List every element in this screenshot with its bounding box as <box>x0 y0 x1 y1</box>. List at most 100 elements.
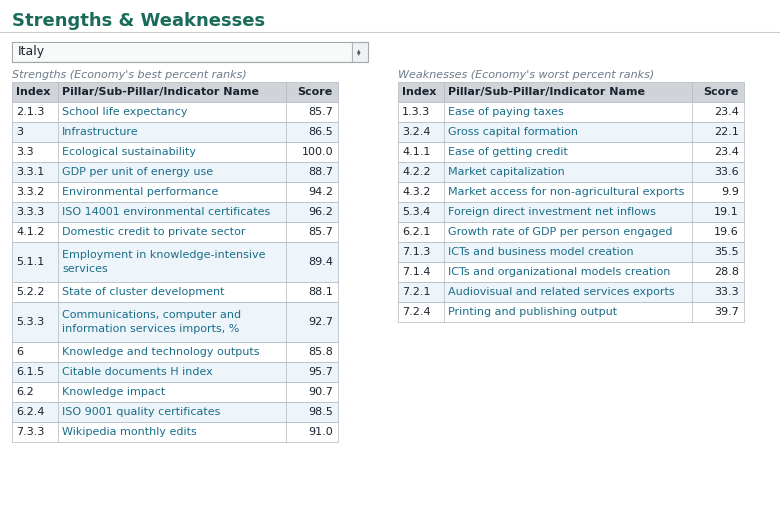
Bar <box>12 42 368 62</box>
Bar <box>398 202 744 222</box>
Bar <box>13 43 351 61</box>
Text: Knowledge impact: Knowledge impact <box>62 387 165 397</box>
Bar <box>12 142 338 162</box>
Text: School life expectancy: School life expectancy <box>62 107 187 117</box>
Bar <box>12 342 338 362</box>
Text: 86.5: 86.5 <box>308 127 333 137</box>
Text: 3.3.3: 3.3.3 <box>16 207 44 217</box>
Text: 3.3: 3.3 <box>16 147 34 157</box>
Text: 5.3.3: 5.3.3 <box>16 317 44 327</box>
Bar <box>12 362 338 382</box>
Text: Printing and publishing output: Printing and publishing output <box>448 307 617 317</box>
Text: ISO 9001 quality certificates: ISO 9001 quality certificates <box>62 407 221 417</box>
Text: Foreign direct investment net inflows: Foreign direct investment net inflows <box>448 207 656 217</box>
Text: 98.5: 98.5 <box>308 407 333 417</box>
Text: Domestic credit to private sector: Domestic credit to private sector <box>62 227 246 237</box>
Text: 94.2: 94.2 <box>308 187 333 197</box>
Text: Ease of paying taxes: Ease of paying taxes <box>448 107 564 117</box>
Text: Environmental performance: Environmental performance <box>62 187 218 197</box>
Text: 9.9: 9.9 <box>722 187 739 197</box>
Text: 6.2.4: 6.2.4 <box>16 407 44 417</box>
Bar <box>398 82 744 102</box>
Text: Pillar/Sub-Pillar/Indicator Name: Pillar/Sub-Pillar/Indicator Name <box>62 87 259 97</box>
Text: 3.3.1: 3.3.1 <box>16 167 44 177</box>
Text: Index: Index <box>402 87 436 97</box>
Text: 4.1.2: 4.1.2 <box>16 227 44 237</box>
Text: 7.1.4: 7.1.4 <box>402 267 431 277</box>
Text: 23.4: 23.4 <box>714 147 739 157</box>
Text: 33.3: 33.3 <box>714 287 739 297</box>
Text: 19.6: 19.6 <box>714 227 739 237</box>
Bar <box>398 262 744 282</box>
Text: 1.3.3: 1.3.3 <box>402 107 431 117</box>
Text: Employment in knowledge-intensive
services: Employment in knowledge-intensive servic… <box>62 250 265 273</box>
Text: 7.2.1: 7.2.1 <box>402 287 431 297</box>
Text: 100.0: 100.0 <box>301 147 333 157</box>
Text: 22.1: 22.1 <box>714 127 739 137</box>
Text: ICTs and organizational models creation: ICTs and organizational models creation <box>448 267 670 277</box>
Text: 4.2.2: 4.2.2 <box>402 167 431 177</box>
Text: 6.2: 6.2 <box>16 387 34 397</box>
Text: 92.7: 92.7 <box>308 317 333 327</box>
Text: 28.8: 28.8 <box>714 267 739 277</box>
Text: 89.4: 89.4 <box>308 257 333 267</box>
Text: 4.1.1: 4.1.1 <box>402 147 431 157</box>
Text: 88.7: 88.7 <box>308 167 333 177</box>
Text: 4.3.2: 4.3.2 <box>402 187 431 197</box>
Text: State of cluster development: State of cluster development <box>62 287 225 297</box>
Text: 88.1: 88.1 <box>308 287 333 297</box>
Bar <box>12 182 338 202</box>
Bar <box>12 122 338 142</box>
Text: ICTs and business model creation: ICTs and business model creation <box>448 247 633 257</box>
Bar <box>12 202 338 222</box>
Text: 90.7: 90.7 <box>308 387 333 397</box>
Text: Communications, computer and
information services imports, %: Communications, computer and information… <box>62 310 241 333</box>
Text: Strengths (Economy's best percent ranks): Strengths (Economy's best percent ranks) <box>12 70 246 80</box>
Text: ▴: ▴ <box>357 48 360 54</box>
Text: Market capitalization: Market capitalization <box>448 167 565 177</box>
Text: 96.2: 96.2 <box>308 207 333 217</box>
Bar <box>12 402 338 422</box>
Text: Score: Score <box>704 87 739 97</box>
Bar <box>398 182 744 202</box>
Text: 6.2.1: 6.2.1 <box>402 227 431 237</box>
Text: 33.6: 33.6 <box>714 167 739 177</box>
Text: Ecological sustainability: Ecological sustainability <box>62 147 196 157</box>
Text: Italy: Italy <box>18 45 45 58</box>
Bar <box>12 382 338 402</box>
Bar <box>12 302 338 342</box>
Text: Infrastructure: Infrastructure <box>62 127 139 137</box>
Text: 95.7: 95.7 <box>308 367 333 377</box>
Bar <box>12 102 338 122</box>
Text: 5.2.2: 5.2.2 <box>16 287 44 297</box>
Text: 85.7: 85.7 <box>308 107 333 117</box>
Bar <box>398 282 744 302</box>
Text: ▾: ▾ <box>357 51 360 57</box>
Text: Index: Index <box>16 87 51 97</box>
Text: 3.3.2: 3.3.2 <box>16 187 44 197</box>
Text: 91.0: 91.0 <box>308 427 333 437</box>
Bar <box>12 282 338 302</box>
Text: Gross capital formation: Gross capital formation <box>448 127 578 137</box>
Text: GDP per unit of energy use: GDP per unit of energy use <box>62 167 213 177</box>
Bar <box>398 162 744 182</box>
Text: 5.3.4: 5.3.4 <box>402 207 431 217</box>
Text: Growth rate of GDP per person engaged: Growth rate of GDP per person engaged <box>448 227 672 237</box>
Bar <box>12 222 338 242</box>
Bar <box>12 422 338 442</box>
Text: 7.1.3: 7.1.3 <box>402 247 431 257</box>
Text: 35.5: 35.5 <box>714 247 739 257</box>
Text: Citable documents H index: Citable documents H index <box>62 367 213 377</box>
Bar <box>398 242 744 262</box>
Text: 85.7: 85.7 <box>308 227 333 237</box>
Text: 23.4: 23.4 <box>714 107 739 117</box>
Bar <box>398 122 744 142</box>
Text: Market access for non-agricultural exports: Market access for non-agricultural expor… <box>448 187 684 197</box>
Bar <box>398 302 744 322</box>
Text: 6.1.5: 6.1.5 <box>16 367 44 377</box>
Text: 85.8: 85.8 <box>308 347 333 357</box>
Text: Weaknesses (Economy's worst percent ranks): Weaknesses (Economy's worst percent rank… <box>398 70 654 80</box>
Bar <box>12 82 338 102</box>
Text: Wikipedia monthly edits: Wikipedia monthly edits <box>62 427 197 437</box>
Text: 6: 6 <box>16 347 23 357</box>
